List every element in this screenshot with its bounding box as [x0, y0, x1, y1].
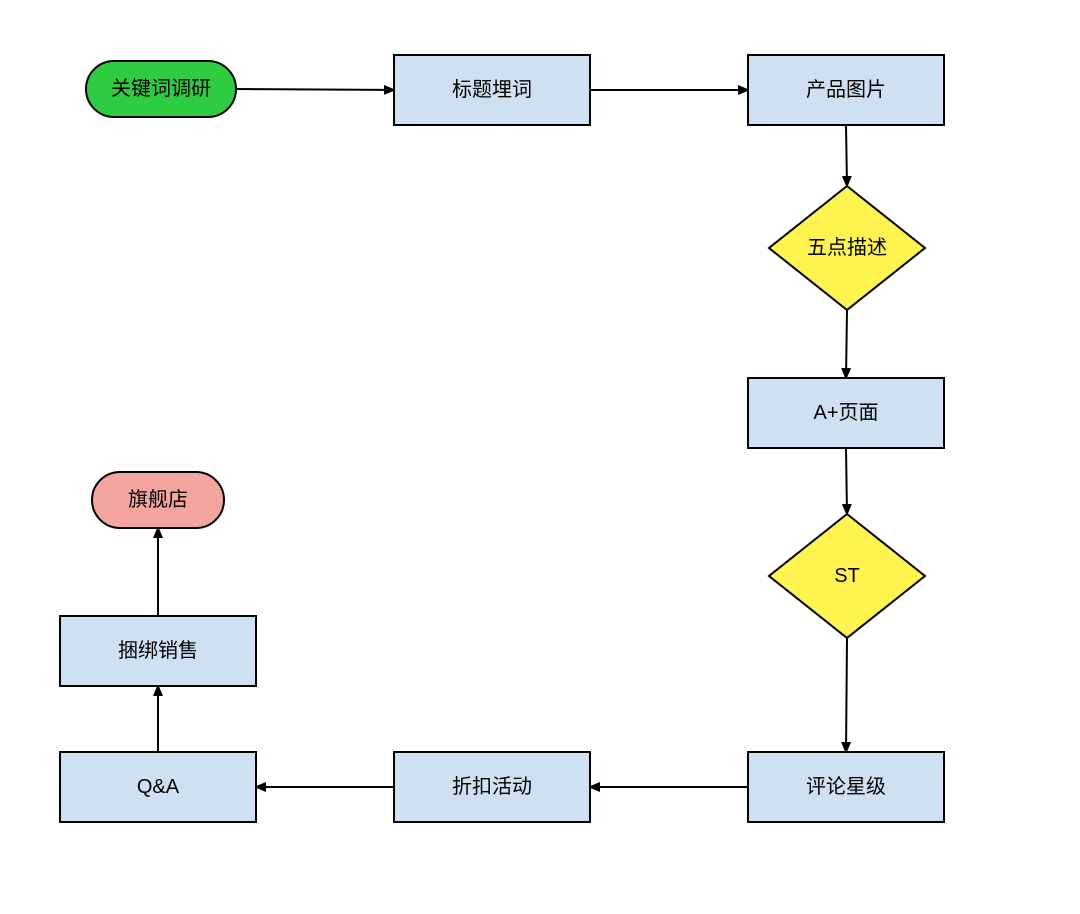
node-n1: 关键词调研 — [86, 61, 236, 117]
node-n2: 标题埋词 — [394, 55, 590, 125]
node-n3: 产品图片 — [748, 55, 944, 125]
node-label-n9: Q&A — [137, 776, 180, 798]
node-n9: Q&A — [60, 752, 256, 822]
node-label-n7: 评论星级 — [806, 775, 886, 798]
node-n5: A+页面 — [748, 378, 944, 448]
edge-n6-n7 — [846, 638, 847, 752]
node-n11: 旗舰店 — [92, 472, 224, 528]
node-label-n1: 关键词调研 — [111, 77, 211, 100]
edge-n1-n2 — [236, 89, 394, 90]
flowchart-canvas: 关键词调研 标题埋词 产品图片五点描述 A+页面 ST 评论星级 折扣活动 Q&A 捆绑销售 旗舰… — [0, 0, 1080, 914]
node-label-n11: 旗舰店 — [128, 488, 188, 511]
node-label-n8: 折扣活动 — [452, 775, 532, 798]
node-label-n5: A+页面 — [813, 402, 878, 424]
node-n7: 评论星级 — [748, 752, 944, 822]
node-label-n3: 产品图片 — [806, 78, 886, 101]
node-n8: 折扣活动 — [394, 752, 590, 822]
node-n4: 五点描述 — [769, 186, 925, 310]
nodes-layer: 关键词调研 标题埋词 产品图片五点描述 A+页面 ST 评论星级 折扣活动 Q&A 捆绑销售 旗舰… — [60, 55, 944, 822]
edge-n5-n6 — [846, 448, 847, 514]
edges-layer — [158, 89, 847, 787]
node-label-n10: 捆绑销售 — [118, 639, 198, 662]
node-label-n2: 标题埋词 — [452, 78, 532, 101]
node-n6: ST — [769, 514, 925, 638]
node-label-n6: ST — [834, 565, 860, 587]
edge-n3-n4 — [846, 125, 847, 186]
edge-n4-n5 — [846, 310, 847, 378]
node-label-n4: 五点描述 — [807, 236, 887, 259]
node-n10: 捆绑销售 — [60, 616, 256, 686]
